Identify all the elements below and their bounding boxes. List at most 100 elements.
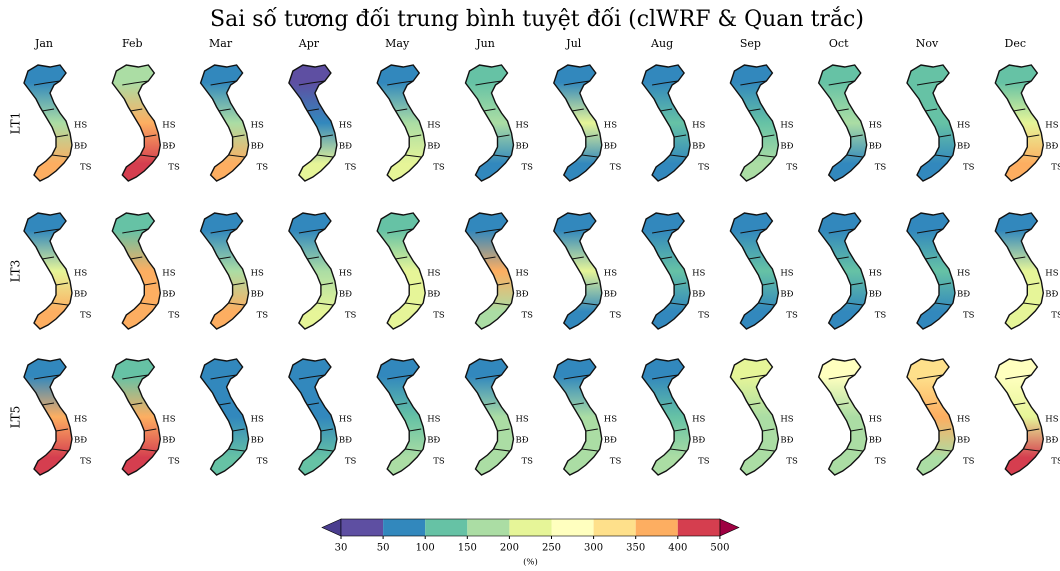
month-label: Aug xyxy=(650,37,673,50)
region-label: TS xyxy=(80,163,92,173)
region-label: HS xyxy=(339,269,352,279)
map-panel xyxy=(201,359,249,475)
region-label: TS xyxy=(786,163,798,173)
month-label: May xyxy=(385,37,410,50)
region-label: HS xyxy=(427,415,440,425)
region-label: TS xyxy=(345,457,357,467)
region-label: TS xyxy=(963,311,975,321)
colorbar-segment xyxy=(383,519,425,536)
region-label: HS xyxy=(74,121,87,131)
colorbar-over xyxy=(720,519,739,536)
region-label: HS xyxy=(516,415,529,425)
month-label: Apr xyxy=(298,37,320,50)
colorbar-tick-label: 150 xyxy=(458,543,477,554)
region-label: BĐ xyxy=(957,142,970,152)
region-label: BĐ xyxy=(516,290,529,300)
region-label: BĐ xyxy=(869,290,882,300)
region-label: BĐ xyxy=(869,142,882,152)
region-label: HS xyxy=(251,415,264,425)
region-label: TS xyxy=(345,311,357,321)
colorbar-segment xyxy=(467,519,509,536)
map-panel xyxy=(907,359,955,475)
region-label: HS xyxy=(516,269,529,279)
region-label: BĐ xyxy=(427,142,440,152)
region-label: BĐ xyxy=(427,290,440,300)
map-panel xyxy=(201,213,249,329)
region-label: BĐ xyxy=(957,290,970,300)
region-label: BĐ xyxy=(427,436,440,446)
region-label: BĐ xyxy=(604,142,617,152)
region-label: BĐ xyxy=(1045,142,1058,152)
month-label: Oct xyxy=(829,37,849,50)
map-panel xyxy=(554,213,602,329)
map-panel xyxy=(24,213,72,329)
region-label: HS xyxy=(427,269,440,279)
colorbar-segment xyxy=(678,519,720,536)
region-label: HS xyxy=(692,269,705,279)
region-label: TS xyxy=(522,163,534,173)
map-panel xyxy=(112,213,160,329)
month-label: Jul xyxy=(565,37,581,50)
region-label: HS xyxy=(957,269,970,279)
region-label: BĐ xyxy=(780,290,793,300)
region-label: TS xyxy=(610,163,622,173)
colorbar-segment xyxy=(636,519,678,536)
map-panel xyxy=(730,65,778,181)
region-label: BĐ xyxy=(339,142,352,152)
month-label: Mar xyxy=(209,37,233,50)
figure-title: Sai số tương đối trung bình tuyệt đối (c… xyxy=(210,6,864,32)
region-label: BĐ xyxy=(162,142,175,152)
region-label: HS xyxy=(74,415,87,425)
map-panel xyxy=(995,65,1043,181)
region-label: HS xyxy=(780,269,793,279)
region-label: HS xyxy=(869,121,882,131)
month-label: Nov xyxy=(916,37,939,50)
map-panel xyxy=(819,213,867,329)
row-label: LT3 xyxy=(9,260,23,283)
colorbar-segment xyxy=(594,519,636,536)
region-label: TS xyxy=(522,311,534,321)
map-panel xyxy=(466,65,514,181)
region-label: BĐ xyxy=(339,290,352,300)
region-label: TS xyxy=(698,163,710,173)
region-label: BĐ xyxy=(516,142,529,152)
map-panel xyxy=(377,359,425,475)
region-label: TS xyxy=(698,457,710,467)
region-label: TS xyxy=(433,163,445,173)
map-panel xyxy=(289,213,337,329)
region-label: TS xyxy=(257,163,269,173)
region-label: HS xyxy=(339,121,352,131)
region-label: BĐ xyxy=(869,436,882,446)
map-panel xyxy=(554,65,602,181)
colorbar-segment xyxy=(509,519,551,536)
region-label: HS xyxy=(1045,415,1058,425)
colorbar-tick-label: 100 xyxy=(416,543,435,554)
region-label: HS xyxy=(1045,121,1058,131)
region-label: BĐ xyxy=(74,290,87,300)
region-label: HS xyxy=(1045,269,1058,279)
region-label: TS xyxy=(257,311,269,321)
colorbar-tick-label: 400 xyxy=(668,543,687,554)
region-label: HS xyxy=(74,269,87,279)
region-label: TS xyxy=(522,457,534,467)
colorbar-tick-label: 350 xyxy=(626,543,645,554)
region-label: HS xyxy=(251,269,264,279)
colorbar-tick-label: 500 xyxy=(710,543,729,554)
map-panel xyxy=(554,359,602,475)
map-panel xyxy=(819,65,867,181)
region-label: HS xyxy=(692,415,705,425)
region-label: BĐ xyxy=(251,142,264,152)
map-panel xyxy=(377,213,425,329)
region-label: BĐ xyxy=(604,290,617,300)
colorbar-segment xyxy=(552,519,594,536)
region-label: BĐ xyxy=(339,436,352,446)
region-label: TS xyxy=(1051,163,1060,173)
map-panel xyxy=(24,65,72,181)
region-label: TS xyxy=(963,163,975,173)
region-label: BĐ xyxy=(692,142,705,152)
map-panel xyxy=(112,65,160,181)
region-label: BĐ xyxy=(604,436,617,446)
colorbar-under xyxy=(322,519,341,536)
region-label: BĐ xyxy=(74,436,87,446)
